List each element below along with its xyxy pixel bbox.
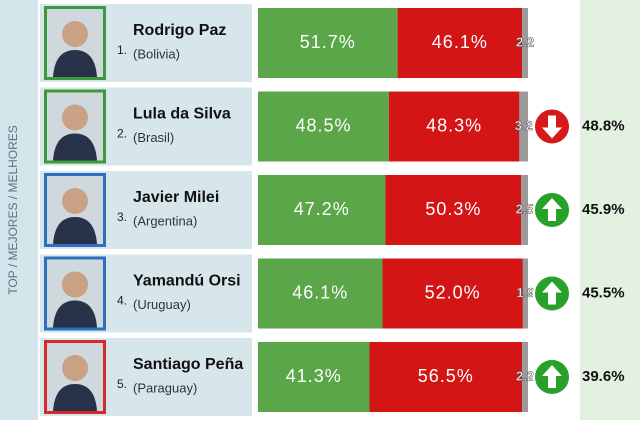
- disapprove-bar: [385, 175, 522, 245]
- unsure-label: 1.9: [516, 285, 534, 300]
- approve-label: 47.2%: [294, 199, 350, 219]
- approve-label: 48.5%: [295, 115, 351, 135]
- unsure-bar: [522, 8, 528, 78]
- name: Lula da Silva: [133, 106, 231, 123]
- approve-bar: [258, 91, 389, 162]
- previous-value: 48.8%: [582, 117, 625, 134]
- country: (Argentina): [133, 213, 197, 228]
- photo-head: [62, 271, 88, 298]
- rank: 2.: [117, 127, 127, 141]
- unsure-label: 2.2: [516, 34, 534, 49]
- name: Rodrigo Paz: [133, 22, 226, 39]
- side-strip: [0, 0, 38, 420]
- disapprove-bar: [388, 91, 520, 162]
- disapprove-label: 48.3%: [426, 115, 482, 135]
- country: (Uruguay): [133, 297, 191, 312]
- disapprove-bar: [397, 8, 523, 78]
- name: Javier Milei: [133, 189, 219, 206]
- country: (Brasil): [133, 130, 174, 145]
- disapprove-label: 46.1%: [432, 32, 488, 52]
- country: (Paraguay): [133, 380, 197, 395]
- photo-body: [53, 50, 97, 77]
- trend-arrow: [542, 365, 562, 388]
- trend-arrow: [542, 115, 562, 139]
- photo-body: [53, 384, 97, 411]
- approve-label: 41.3%: [286, 366, 342, 386]
- disapprove-label: 52.0%: [425, 282, 481, 302]
- disapprove-label: 50.3%: [425, 199, 481, 219]
- photo-body: [53, 300, 97, 328]
- name: Yamandú Orsi: [133, 273, 241, 290]
- approve-bar: [258, 342, 370, 412]
- photo-head: [62, 21, 88, 47]
- unsure-label: 2.2: [516, 368, 534, 383]
- rank: 1.: [117, 43, 127, 57]
- photo-head: [62, 355, 88, 381]
- unsure-bar: [522, 258, 528, 329]
- approve-bar: [258, 175, 386, 245]
- previous-value: 39.6%: [582, 368, 625, 385]
- name: Santiago Peña: [133, 356, 243, 373]
- unsure-bar: [522, 342, 528, 412]
- previous-value: 45.5%: [582, 284, 625, 301]
- photo-head: [62, 104, 88, 131]
- approve-label: 51.7%: [300, 32, 356, 52]
- rank: 5.: [117, 377, 127, 391]
- approve-bar: [258, 8, 398, 78]
- photo-body: [53, 217, 97, 244]
- unsure-label: 2.5: [516, 201, 534, 216]
- unsure-bar: [519, 91, 528, 162]
- previous-column: [580, 0, 640, 420]
- rank: 4.: [117, 294, 127, 308]
- country: (Bolivia): [133, 46, 180, 61]
- side-label: TOP / MEJORES / MELHORES: [6, 125, 20, 295]
- unsure-bar: [521, 175, 528, 245]
- disapprove-label: 56.5%: [418, 366, 474, 386]
- rank: 3.: [117, 210, 127, 224]
- approve-label: 46.1%: [292, 282, 348, 302]
- disapprove-bar: [382, 258, 523, 329]
- unsure-label: 3.2: [515, 118, 533, 133]
- photo-head: [62, 188, 88, 214]
- approve-bar: [258, 258, 383, 329]
- trend-arrow: [542, 281, 562, 305]
- disapprove-bar: [369, 342, 523, 412]
- photo-body: [53, 133, 97, 161]
- previous-value: 45.9%: [582, 201, 625, 218]
- trend-arrow: [542, 198, 562, 221]
